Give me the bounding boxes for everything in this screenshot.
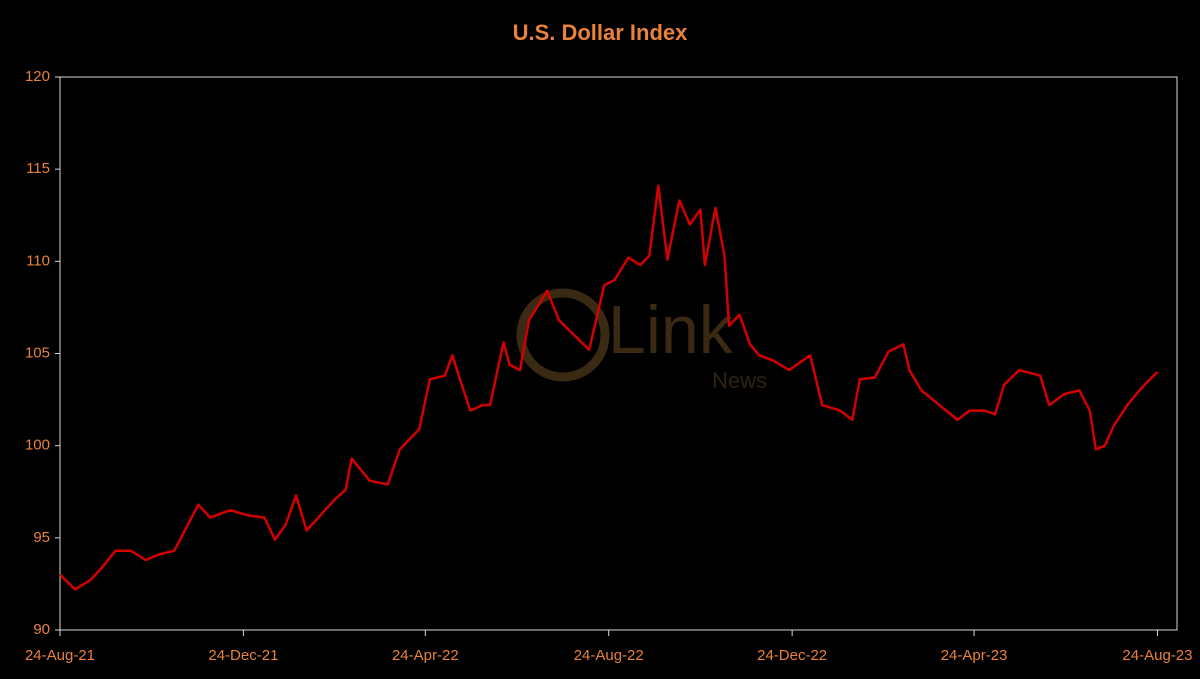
x-tick-label: 24-Aug-22 (574, 647, 644, 664)
y-tick-label: 110 (26, 252, 50, 269)
watermark-subtext: News (712, 368, 767, 393)
y-tick-label: 100 (25, 437, 50, 454)
x-tick-label: 24-Apr-22 (392, 647, 459, 664)
y-tick-label: 120 (25, 68, 50, 85)
x-tick-label: 24-Apr-23 (941, 647, 1008, 664)
data-line (59, 184, 1159, 591)
watermark-logo (516, 288, 610, 382)
x-tick-label: 24-Dec-22 (757, 647, 827, 664)
watermark-text: Link (608, 292, 734, 368)
watermark: Link News (516, 288, 767, 393)
x-tick-label: 24-Dec-21 (208, 647, 278, 664)
y-tick-label: 95 (33, 529, 50, 546)
y-tick-label: 90 (33, 621, 50, 638)
y-tick-label: 115 (26, 160, 50, 177)
x-tick-label: 24-Aug-21 (25, 647, 95, 664)
chart-title: U.S. Dollar Index (513, 20, 689, 45)
x-tick-label: 24-Aug-23 (1122, 647, 1192, 664)
y-tick-label: 105 (25, 344, 50, 361)
